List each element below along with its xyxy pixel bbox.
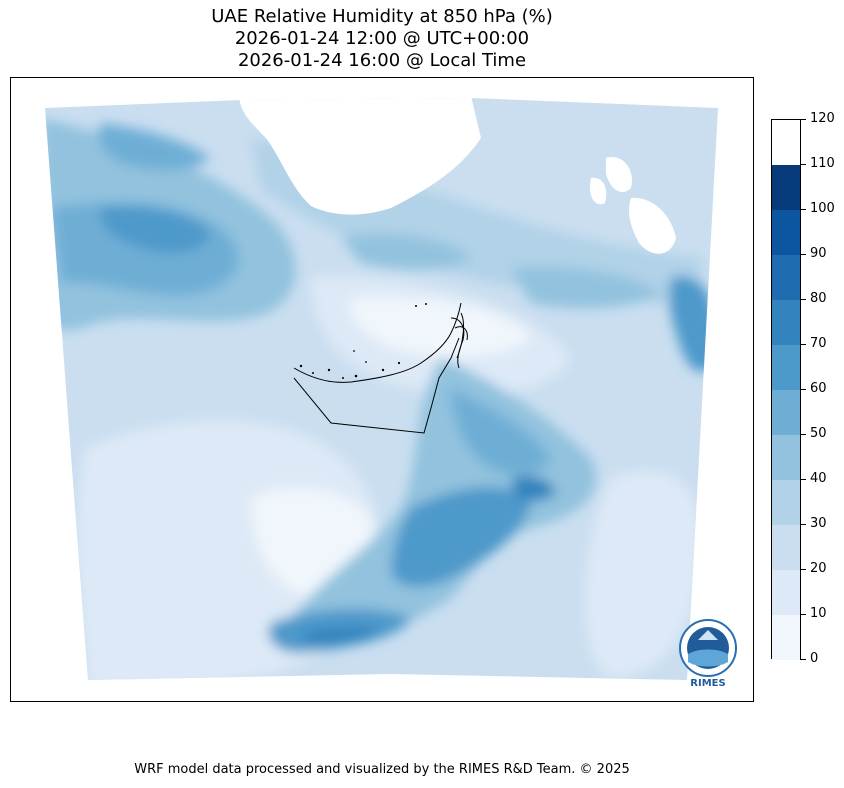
ne-coast-humid [669,276,717,372]
east-light-region [584,470,701,678]
figure-title: UAE Relative Humidity at 850 hPa (%) 202… [10,6,754,72]
colorbar-tick-label: 100 [810,201,835,216]
gulf-dry-region [350,297,531,357]
colorbar-tick [800,164,806,165]
colorbar-tick [800,524,806,525]
colorbar-tick-label: 30 [810,516,827,531]
se-humid-core-north [451,388,551,475]
colorbar-band [772,255,800,300]
colorbar-band [772,525,800,570]
masked-patch-ne-2 [628,197,676,254]
masked-area-north [239,98,481,215]
colorbar-tick-label: 50 [810,426,827,441]
colorbar-band [772,165,800,210]
title-line-2: 2026-01-24 12:00 @ UTC+00:00 [234,28,530,49]
humidity-map [45,98,718,680]
colorbar-tick [800,479,806,480]
colorbar-tick [800,209,806,210]
gulf-humid-patch [341,234,471,270]
logo-text: RIMES [690,678,725,689]
north-humid-patch [99,123,211,170]
masked-patch-ne-3 [590,177,607,205]
colorbar-tick-label: 90 [810,246,827,261]
colorbar-tick [800,659,806,660]
colorbar-band [772,435,800,480]
colorbar-tick-label: 40 [810,471,827,486]
colorbar-band [772,570,800,615]
colorbar-band [772,480,800,525]
colorbar-tick [800,389,806,390]
colorbar-tick [800,254,806,255]
se-humid-core-central [391,487,531,587]
footer-credit: WRF model data processed and visualized … [134,762,630,777]
rimes-logo: RIMES [679,619,737,689]
colorbar-tick [800,299,806,300]
colorbar-band [772,615,800,660]
colorbar-tick [800,614,806,615]
masked-patch-ne-1 [606,157,632,193]
colorbar-tick-label: 70 [810,336,827,351]
colorbar-tick [800,434,806,435]
colorbar-band [772,390,800,435]
colorbar-band [772,300,800,345]
nw-humid-peak [100,206,211,253]
colorbar-tick [800,569,806,570]
colorbar [771,119,801,660]
ne-gulf-patch [511,266,661,309]
uae-islands [299,303,427,379]
south-humid-peak [301,627,381,644]
colorbar-tick-label: 80 [810,291,827,306]
colorbar-tick-label: 0 [810,651,819,666]
colorbar-band [772,210,800,255]
colorbar-tick [800,344,806,345]
map-panel: RIMES [10,77,754,702]
se-humid-peak [511,476,556,501]
colorbar-tick-label: 110 [810,156,835,171]
colorbar-tick [800,119,806,120]
title-line-1: UAE Relative Humidity at 850 hPa (%) [211,6,553,27]
uae-boundary [293,302,468,434]
colorbar-tick-label: 20 [810,561,827,576]
colorbar-tick-label: 10 [810,606,827,621]
colorbar-band [772,345,800,390]
title-line-3: 2026-01-24 16:00 @ Local Time [237,50,527,71]
colorbar-tick-label: 60 [810,381,827,396]
colorbar-tick-label: 120 [810,111,835,126]
